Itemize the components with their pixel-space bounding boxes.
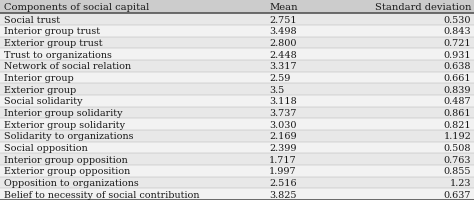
Bar (0, 188, 474, 200)
Text: Exterior group: Exterior group (4, 85, 76, 94)
Text: 2.169: 2.169 (269, 132, 297, 141)
Text: Social trust: Social trust (4, 16, 60, 25)
Bar (0, 0, 474, 14)
Text: Components of social capital: Components of social capital (4, 3, 149, 12)
Bar (0, 26, 474, 38)
Text: 2.800: 2.800 (269, 39, 297, 48)
Bar (0, 142, 474, 154)
Text: Interior group trust: Interior group trust (4, 27, 100, 36)
Text: 0.821: 0.821 (444, 120, 471, 129)
Text: 1.192: 1.192 (443, 132, 471, 141)
Text: 3.118: 3.118 (269, 97, 297, 106)
Text: 0.638: 0.638 (444, 62, 471, 71)
Text: 2.516: 2.516 (269, 178, 297, 187)
Bar (0, 177, 474, 188)
Bar (0, 165, 474, 177)
Text: 3.737: 3.737 (269, 109, 297, 117)
Text: 0.721: 0.721 (444, 39, 471, 48)
Bar (0, 107, 474, 119)
Text: 0.931: 0.931 (444, 51, 471, 59)
Text: 2.448: 2.448 (269, 51, 297, 59)
Text: 0.508: 0.508 (444, 143, 471, 152)
Bar (0, 61, 474, 72)
Text: 0.839: 0.839 (444, 85, 471, 94)
Text: 2.59: 2.59 (269, 74, 291, 83)
Text: Interior group solidarity: Interior group solidarity (4, 109, 122, 117)
Bar (0, 119, 474, 130)
Text: Trust to organizations: Trust to organizations (4, 51, 112, 59)
Text: 1.717: 1.717 (269, 155, 297, 164)
Bar (0, 130, 474, 142)
Text: 3.5: 3.5 (269, 85, 284, 94)
Text: 3.825: 3.825 (269, 190, 297, 199)
Text: 3.317: 3.317 (269, 62, 297, 71)
Text: Interior group: Interior group (4, 74, 73, 83)
Bar (0, 154, 474, 165)
Text: 0.487: 0.487 (444, 97, 471, 106)
Text: 0.637: 0.637 (444, 190, 471, 199)
Text: 3.498: 3.498 (269, 27, 297, 36)
Text: 3.030: 3.030 (269, 120, 297, 129)
Text: Network of social relation: Network of social relation (4, 62, 131, 71)
Bar (0, 38, 474, 49)
Text: 2.399: 2.399 (269, 143, 297, 152)
Text: 0.861: 0.861 (444, 109, 471, 117)
Text: 0.530: 0.530 (444, 16, 471, 25)
Text: 0.763: 0.763 (444, 155, 471, 164)
Text: 0.843: 0.843 (444, 27, 471, 36)
Bar (0, 72, 474, 84)
Text: Solidarity to organizations: Solidarity to organizations (4, 132, 133, 141)
Text: 1.23: 1.23 (450, 178, 471, 187)
Text: Social opposition: Social opposition (4, 143, 88, 152)
Text: Standard deviation: Standard deviation (374, 3, 471, 12)
Text: 1.997: 1.997 (269, 167, 297, 175)
Bar (0, 14, 474, 26)
Bar (0, 49, 474, 61)
Bar (0, 84, 474, 96)
Text: 2.751: 2.751 (269, 16, 297, 25)
Text: Exterior group opposition: Exterior group opposition (4, 167, 130, 175)
Bar (0, 96, 474, 107)
Text: Mean: Mean (269, 3, 298, 12)
Text: Exterior group trust: Exterior group trust (4, 39, 102, 48)
Text: Opposition to organizations: Opposition to organizations (4, 178, 138, 187)
Text: Interior group opposition: Interior group opposition (4, 155, 128, 164)
Text: 0.855: 0.855 (444, 167, 471, 175)
Text: 0.661: 0.661 (444, 74, 471, 83)
Text: Belief to necessity of social contribution: Belief to necessity of social contributi… (4, 190, 199, 199)
Text: Exterior group solidarity: Exterior group solidarity (4, 120, 125, 129)
Text: Social solidarity: Social solidarity (4, 97, 82, 106)
